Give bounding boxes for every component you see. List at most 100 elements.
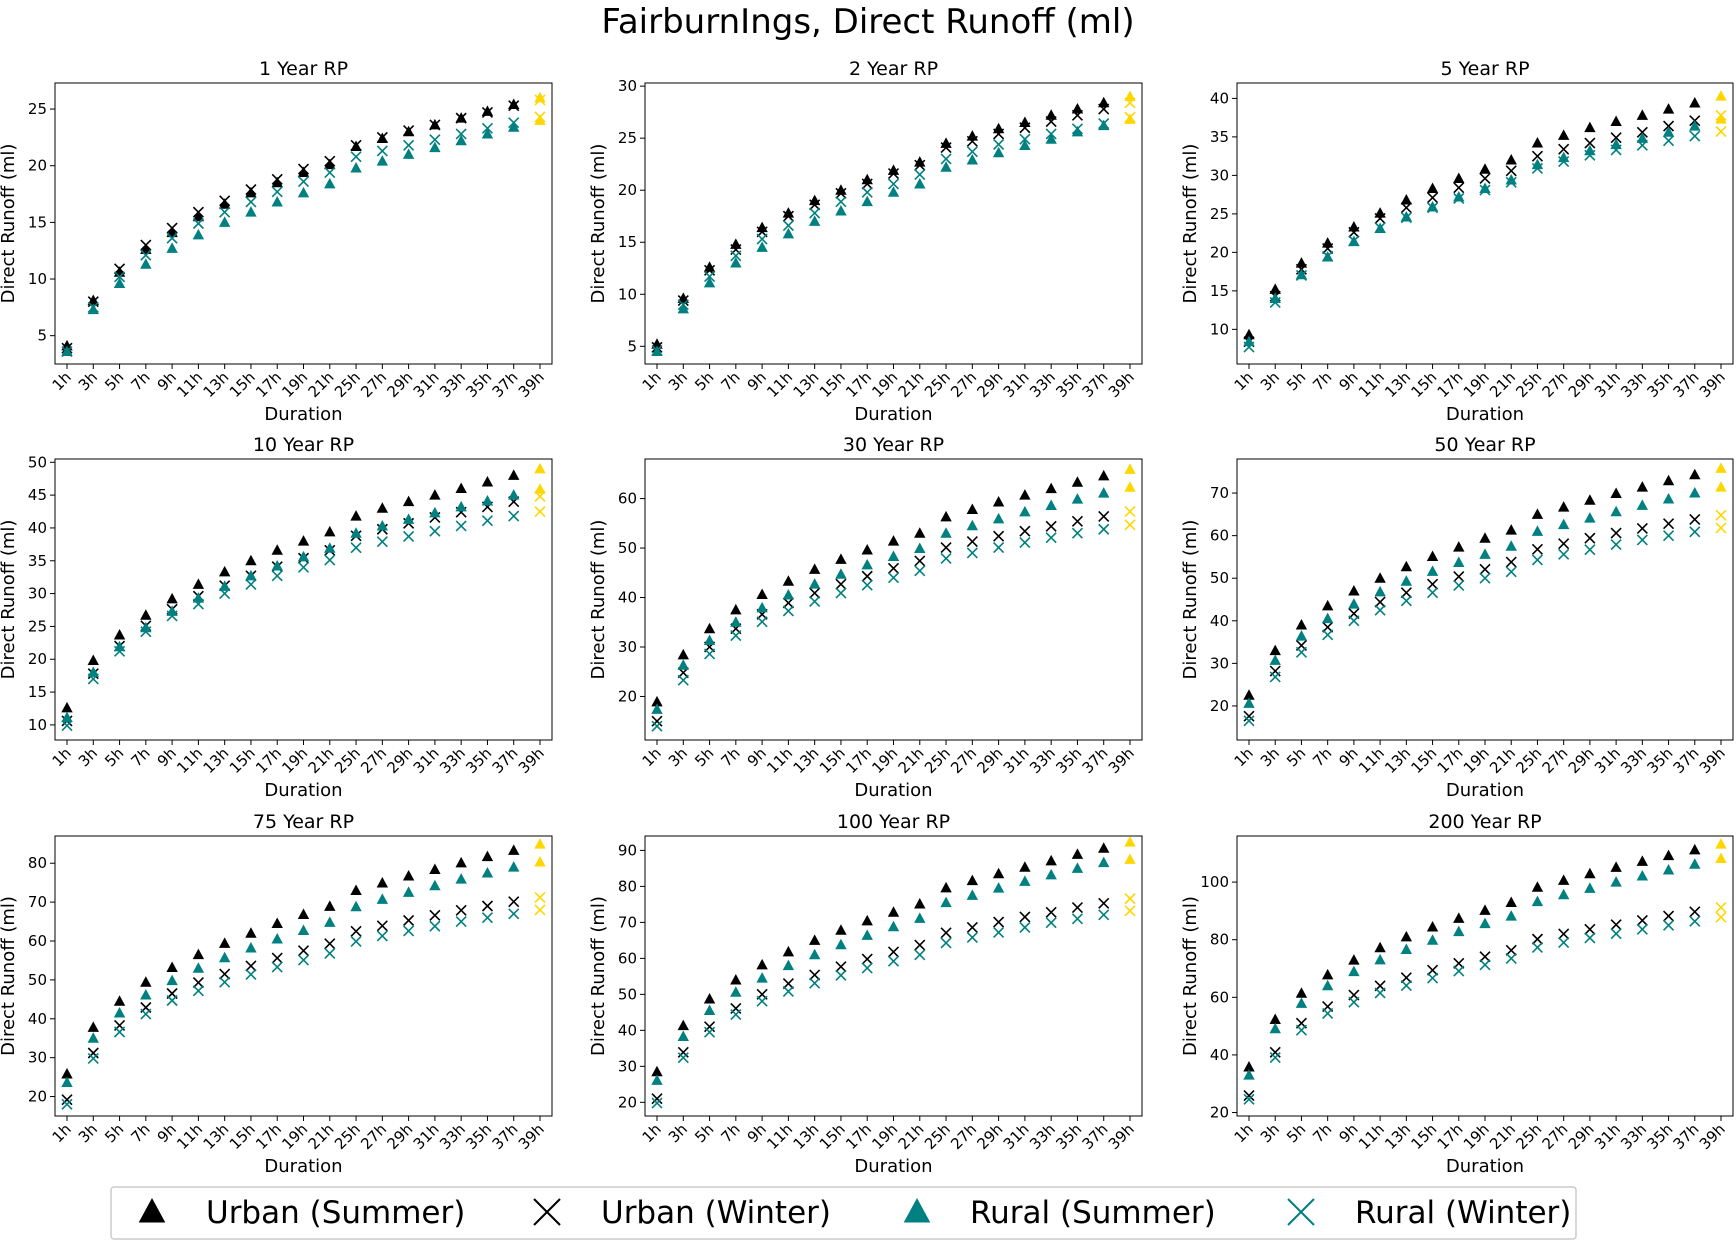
x-tick-label: 15h [1407, 1120, 1440, 1153]
data-point [808, 934, 821, 945]
data-point [1426, 192, 1439, 204]
x-axis-label: Duration [854, 404, 932, 425]
data-point [677, 674, 689, 686]
x-tick-label: 5h [101, 368, 127, 394]
data-point [113, 645, 126, 657]
data-point [677, 1030, 689, 1041]
data-point [1479, 163, 1491, 174]
data-point [218, 937, 231, 948]
x-tick-label: 33h [1617, 1120, 1650, 1153]
data-point [481, 515, 494, 527]
data-point [166, 605, 178, 616]
data-point [1019, 537, 1031, 549]
series-rural-winter [1243, 522, 1727, 727]
data-point [1662, 849, 1675, 861]
x-tick-label: 29h [973, 368, 1006, 401]
data-point [1045, 128, 1057, 140]
data-point [1426, 202, 1439, 214]
data-point [245, 183, 257, 196]
data-point [1374, 585, 1386, 597]
y-tick-label: 70 [1210, 484, 1229, 502]
data-point [1400, 587, 1412, 599]
x-tick-label: 17h [1434, 744, 1467, 777]
data-point [861, 186, 873, 198]
y-axis-label: Direct Runoff (ml) [588, 896, 609, 1056]
data-point [1715, 838, 1727, 849]
data-point [534, 462, 546, 474]
x-tick-label: 13h [1381, 1120, 1414, 1153]
y-tick-label: 90 [618, 841, 637, 859]
data-point [534, 904, 546, 916]
data-point [1610, 919, 1622, 931]
y-tick-label: 20 [618, 181, 637, 199]
data-point [1098, 856, 1110, 868]
x-tick-label: 37h [1079, 368, 1112, 401]
data-point [350, 139, 362, 151]
data-point [1019, 875, 1031, 886]
data-point [756, 601, 768, 613]
subplot-title: 50 Year RP [1434, 434, 1535, 456]
data-point [730, 603, 742, 615]
data-point [1098, 523, 1110, 535]
data-point [1071, 515, 1084, 527]
data-point [1269, 296, 1281, 308]
x-tick-label: 19h [278, 744, 311, 777]
x-tick-label: 31h [1591, 1120, 1624, 1153]
y-tick-label: 60 [618, 490, 637, 508]
y-axis-label: Direct Runoff (ml) [1180, 144, 1201, 304]
x-tick-label: 27h [357, 1120, 390, 1153]
data-point [1124, 505, 1136, 518]
x-axis-label: Duration [1446, 780, 1524, 801]
data-point [1584, 882, 1596, 893]
data-point [1531, 525, 1544, 536]
data-point [914, 542, 926, 554]
data-point [914, 177, 926, 189]
data-point [297, 535, 310, 546]
data-point [703, 1026, 716, 1038]
y-tick-label: 10 [28, 270, 47, 288]
data-point [245, 927, 257, 938]
x-tick-label: 1h [49, 744, 75, 770]
data-point [835, 553, 847, 564]
x-tick-label: 11h [173, 744, 206, 777]
data-point [1019, 921, 1031, 933]
data-point [1295, 268, 1308, 280]
data-point [1295, 997, 1308, 1008]
y-axis-label: Direct Runoff (ml) [0, 144, 19, 304]
data-point [140, 239, 152, 251]
x-tick-label: 17h [252, 744, 285, 777]
data-point [651, 338, 663, 349]
figure-title: FairburnIngs, Direct Runoff (ml) [601, 2, 1134, 42]
data-point [429, 506, 441, 518]
data-point [1557, 129, 1570, 140]
subplot-title: 30 Year RP [843, 434, 944, 456]
data-point [1269, 644, 1281, 656]
x-tick-label: 35h [462, 368, 495, 401]
y-tick-label: 50 [28, 453, 47, 471]
data-point [703, 993, 716, 1004]
y-tick-label: 60 [1210, 527, 1229, 545]
data-point [245, 569, 257, 581]
x-tick-label: 31h [410, 368, 443, 401]
y-tick-label: 30 [28, 585, 47, 603]
data-point [61, 345, 73, 358]
data-point [1374, 941, 1386, 953]
x-tick-label: 15h [226, 368, 259, 401]
x-tick-label: 5h [101, 1120, 127, 1146]
x-tick-label: 27h [357, 744, 390, 777]
y-tick-label: 10 [618, 285, 637, 303]
y-tick-label: 25 [618, 129, 637, 147]
data-point [1045, 115, 1057, 128]
series-rural-winter [61, 904, 546, 1110]
data-point [245, 578, 257, 590]
data-point [1243, 689, 1255, 700]
data-point [993, 128, 1005, 140]
data-point [455, 856, 467, 868]
x-tick-label: 7h [717, 368, 743, 394]
x-tick-label: 25h [921, 1120, 954, 1153]
x-tick-label: 39h [1105, 744, 1138, 777]
data-point [703, 276, 716, 288]
data-point [403, 925, 415, 937]
data-point [1426, 200, 1439, 212]
y-tick-label: 20 [618, 1093, 637, 1111]
